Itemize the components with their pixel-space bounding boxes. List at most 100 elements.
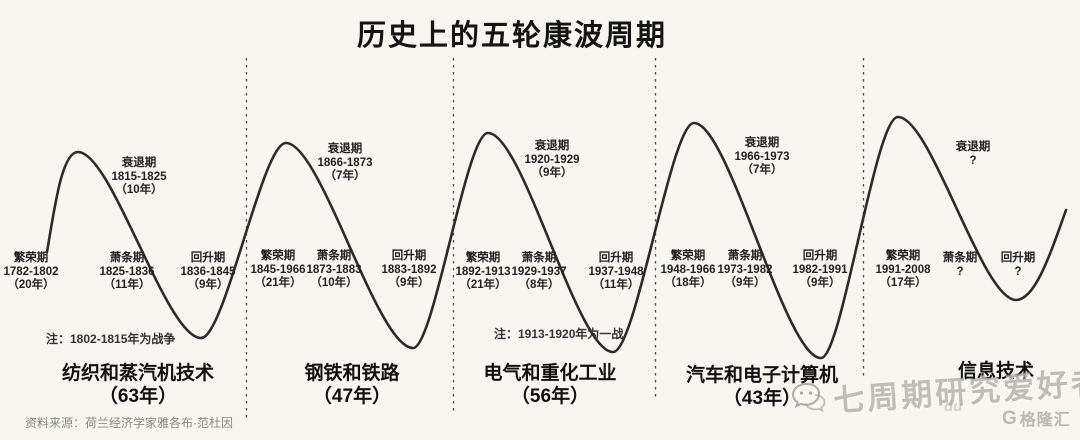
phase-c2-recovery: 回升期 1883-1892 （9年） bbox=[382, 250, 437, 291]
phase-name: 萧条期 bbox=[316, 250, 352, 262]
chart-title: 历史上的五轮康波周期 bbox=[356, 20, 668, 52]
phase-duration: （9年） bbox=[724, 277, 766, 289]
phase-c1-depression: 萧条期 1825-1836 （11年） bbox=[100, 252, 155, 293]
war-note-1: 注：1802-1815年为战争 bbox=[46, 332, 176, 346]
phase-years: ? bbox=[969, 154, 977, 167]
phase-c4-depression: 萧条期 1973-1982 （9年） bbox=[718, 250, 773, 291]
phase-duration: （20年） bbox=[7, 279, 55, 291]
phase-years: ? bbox=[1014, 265, 1022, 278]
phase-years: 1948-1966 bbox=[660, 263, 716, 276]
phase-c5-recovery: 回升期 ? bbox=[1001, 252, 1036, 279]
phase-years: 1845-1966 bbox=[250, 263, 306, 276]
phase-name: 繁荣期 bbox=[465, 252, 501, 264]
phase-c1-prosperity: 繁荣期 1782-1802 （20年） bbox=[4, 252, 59, 293]
phase-duration: （9年） bbox=[388, 277, 430, 289]
phase-years: 1782-1802 bbox=[3, 265, 59, 278]
gelonghui-logo-name: 格隆汇 bbox=[1019, 412, 1071, 429]
cycle-duration: （47年） bbox=[312, 386, 392, 407]
phase-name: 衰退期 bbox=[955, 141, 991, 153]
phase-c3-prosperity: 繁荣期 1892-1913 （21年） bbox=[456, 252, 511, 293]
phase-years: 1825-1836 bbox=[99, 265, 155, 278]
phase-c1-recession: 衰退期 1815-1825 （10年） bbox=[112, 157, 167, 198]
phase-years: 1929-1937 bbox=[511, 265, 567, 278]
phase-duration: （21年） bbox=[459, 279, 507, 291]
phase-years: 1920-1929 bbox=[524, 153, 580, 166]
phase-c4-recovery: 回升期 1982-1991 （9年） bbox=[793, 250, 848, 291]
phase-c5-depression: 萧条期 ? bbox=[943, 252, 978, 279]
phase-c1-recovery: 回升期 1836-1845 （9年） bbox=[181, 252, 236, 293]
phase-c2-prosperity: 繁荣期 1845-1966 （21年） bbox=[251, 250, 306, 291]
war-note-2: 注：1913-1920年为一战 bbox=[494, 327, 624, 341]
cycle-label-steel-rail: 钢铁和铁路 （47年） bbox=[304, 362, 399, 408]
gelonghui-logo: G 格隆汇 bbox=[1002, 406, 1071, 430]
gelonghui-logo-letter: G bbox=[1002, 407, 1017, 429]
phase-name: 繁荣期 bbox=[885, 250, 921, 262]
cycle-label-auto-computer: 汽车和电子计算机 （43年） bbox=[686, 364, 838, 410]
cycle-name: 钢铁和铁路 bbox=[304, 363, 400, 384]
phase-c5-prosperity: 繁荣期 1991-2008 （17年） bbox=[876, 250, 931, 291]
phase-duration: （17年） bbox=[879, 277, 927, 289]
phase-duration: （11年） bbox=[592, 279, 640, 291]
phase-duration: （9年） bbox=[799, 277, 841, 289]
phase-years: 1873-1883 bbox=[306, 263, 362, 276]
phase-c3-depression: 萧条期 1929-1937 （8年） bbox=[512, 252, 567, 293]
phase-years: 1991-2008 bbox=[875, 263, 931, 276]
phase-years: 1937-1948 bbox=[588, 265, 644, 278]
phase-name: 萧条期 bbox=[942, 252, 978, 264]
phase-duration: （18年） bbox=[664, 277, 712, 289]
phase-duration: （9年） bbox=[531, 167, 573, 179]
cycle-name: 纺织和蒸汽机技术 bbox=[61, 363, 215, 384]
phase-name: 繁荣期 bbox=[13, 252, 49, 264]
cycle-label-textile-steam: 纺织和蒸汽机技术 （63年） bbox=[62, 362, 214, 408]
phase-duration: （11年） bbox=[103, 279, 151, 291]
phase-name: 萧条期 bbox=[727, 250, 763, 262]
phase-name: 衰退期 bbox=[744, 137, 780, 149]
phase-c3-recovery: 回升期 1937-1948 （11年） bbox=[589, 252, 644, 293]
cycle-label-electric-heavy: 电气和重化工业 （56年） bbox=[483, 362, 616, 408]
phase-years: 1973-1982 bbox=[717, 263, 773, 276]
phase-duration: （9年） bbox=[187, 279, 229, 291]
phase-c2-depression: 萧条期 1873-1883 （10年） bbox=[307, 250, 362, 291]
cycle-duration: （63年） bbox=[98, 386, 178, 407]
phase-name: 回升期 bbox=[802, 250, 838, 262]
data-source-text: 资料来源：荷兰经济学家雅各布·范杜因 bbox=[25, 416, 233, 430]
watermark-du: du bbox=[944, 398, 963, 415]
phase-duration: （7年） bbox=[741, 164, 783, 176]
phase-duration: （7年） bbox=[324, 170, 366, 182]
phase-duration: （10年） bbox=[115, 184, 163, 196]
phase-duration: （8年） bbox=[518, 279, 560, 291]
phase-c4-recession: 衰退期 1966-1973 （7年） bbox=[735, 137, 790, 178]
phase-years: ? bbox=[956, 265, 964, 278]
phase-name: 繁荣期 bbox=[670, 250, 706, 262]
phase-name: 衰退期 bbox=[327, 143, 363, 155]
phase-c2-recession: 衰退期 1866-1873 （7年） bbox=[318, 143, 373, 184]
cycle-duration: （43年） bbox=[722, 388, 802, 409]
phase-c3-recession: 衰退期 1920-1929 （9年） bbox=[525, 140, 580, 181]
cycle-name: 电气和重化工业 bbox=[483, 363, 617, 384]
phase-name: 回升期 bbox=[391, 250, 427, 262]
phase-name: 繁荣期 bbox=[260, 250, 296, 262]
phase-name: 回升期 bbox=[190, 252, 226, 264]
phase-name: 萧条期 bbox=[521, 252, 557, 264]
phase-duration: （10年） bbox=[310, 277, 358, 289]
phase-years: 1966-1973 bbox=[734, 150, 790, 163]
phase-years: 1815-1825 bbox=[111, 170, 167, 183]
phase-name: 回升期 bbox=[598, 252, 634, 264]
phase-c4-prosperity: 繁荣期 1948-1966 （18年） bbox=[661, 250, 716, 291]
cycle-duration: （56年） bbox=[510, 386, 590, 407]
cycle-name: 信息技术 bbox=[957, 361, 1035, 382]
wechat-icon bbox=[791, 382, 826, 413]
phase-years: 1836-1845 bbox=[180, 265, 236, 278]
phase-years: 1866-1873 bbox=[317, 156, 373, 169]
phase-name: 衰退期 bbox=[121, 157, 157, 169]
phase-name: 回升期 bbox=[1000, 252, 1036, 264]
phase-name: 萧条期 bbox=[109, 252, 145, 264]
kondratieff-wave-path bbox=[45, 115, 1068, 360]
phase-c5-recession: 衰退期 ? bbox=[956, 141, 991, 168]
phase-name: 衰退期 bbox=[534, 140, 570, 152]
cycle-label-information-tech: 信息技术 bbox=[958, 360, 1034, 383]
phase-duration: （21年） bbox=[254, 277, 302, 289]
cycle-name: 汽车和电子计算机 bbox=[685, 365, 839, 386]
